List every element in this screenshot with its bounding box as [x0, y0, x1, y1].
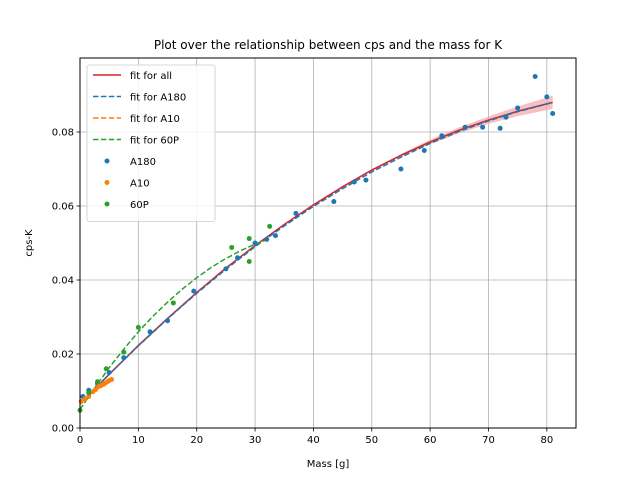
y-tick-label: 0.08 [52, 128, 74, 139]
point-a180 [252, 240, 258, 246]
point-a180 [363, 177, 369, 183]
point-a180 [480, 124, 486, 130]
x-axis-label: Mass [g] [307, 459, 350, 470]
point-a180 [106, 370, 112, 375]
point-60p [135, 324, 141, 330]
plot-frame [79, 57, 577, 429]
point-60p [95, 379, 101, 385]
point-a180 [165, 318, 171, 324]
x-axis-ticks: 0 10 20 30 40 50 60 70 80 [77, 428, 553, 446]
point-a180 [351, 179, 357, 185]
point-a180 [550, 111, 556, 116]
legend-label-fit-for-all: fit for all [130, 71, 172, 82]
point-a180 [293, 210, 299, 216]
x-tick-label: 30 [249, 435, 262, 446]
point-60p [246, 259, 252, 264]
point-a180 [515, 105, 521, 111]
legend-label-a10: A10 [130, 179, 150, 190]
x-tick-label: 0 [77, 435, 83, 446]
y-axis-label: cps-K [24, 229, 35, 257]
y-tick-label: 0.00 [52, 424, 74, 435]
point-a180 [272, 233, 278, 239]
point-a180 [462, 124, 468, 130]
point-a180 [532, 74, 538, 79]
point-60p [246, 236, 252, 242]
y-axis-ticks: 0.00 0.02 0.04 0.06 0.08 [52, 128, 80, 435]
legend-box [86, 64, 216, 222]
fit-all-confidence-band [400, 95, 553, 157]
point-a180 [264, 236, 270, 242]
x-tick-label: 70 [482, 435, 495, 446]
legend: fit for all fit for A180 fit for A10 fit fo… [86, 64, 216, 222]
point-a180 [544, 94, 550, 100]
x-tick-label: 80 [540, 435, 553, 446]
point-60p [103, 366, 109, 372]
point-60p [86, 390, 92, 396]
x-tick-label: 40 [307, 435, 320, 446]
point-60p [170, 300, 176, 306]
legend-label-a180: A180 [130, 157, 156, 168]
chart-title: Plot over the relationship between cps a… [154, 38, 503, 52]
legend-label-60p: 60P [130, 200, 149, 211]
x-tick-label: 60 [424, 435, 437, 446]
point-a180 [235, 255, 241, 261]
point-60p [229, 244, 235, 250]
x-tick-label: 50 [365, 435, 378, 446]
point-a180 [223, 266, 229, 272]
point-a180 [398, 166, 404, 172]
point-a180 [497, 125, 503, 131]
point-a10 [82, 396, 88, 402]
fit-lines [79, 101, 553, 410]
point-a10 [109, 377, 115, 383]
y-tick-label: 0.06 [52, 202, 74, 213]
point-a180 [421, 148, 427, 153]
legend-swatch-a180 [104, 158, 110, 164]
x-tick-label: 10 [132, 435, 145, 446]
point-a180 [439, 133, 445, 139]
y-tick-label: 0.02 [52, 350, 74, 361]
point-a10 [86, 394, 92, 400]
legend-swatch-60p [104, 201, 110, 207]
legend-label-fit-for-a180: fit for A180 [130, 93, 186, 104]
point-a180 [147, 329, 153, 335]
x-tick-label: 20 [190, 435, 203, 446]
fit-for-60p-line [79, 237, 270, 410]
y-tick-label: 0.04 [52, 276, 74, 287]
fit-for-all-line [79, 101, 553, 405]
legend-label-fit-for-a10: fit for A10 [130, 114, 180, 125]
point-a180 [331, 199, 337, 205]
point-a180 [121, 355, 127, 361]
point-60p [121, 349, 127, 355]
point-60p [267, 223, 273, 229]
data-points [77, 74, 556, 413]
legend-label-fit-for-60p: fit for 60P [130, 136, 179, 147]
confidence-band [400, 95, 553, 157]
legend-swatch-a10 [104, 180, 110, 185]
point-a180 [191, 288, 197, 294]
point-a180 [503, 114, 509, 120]
